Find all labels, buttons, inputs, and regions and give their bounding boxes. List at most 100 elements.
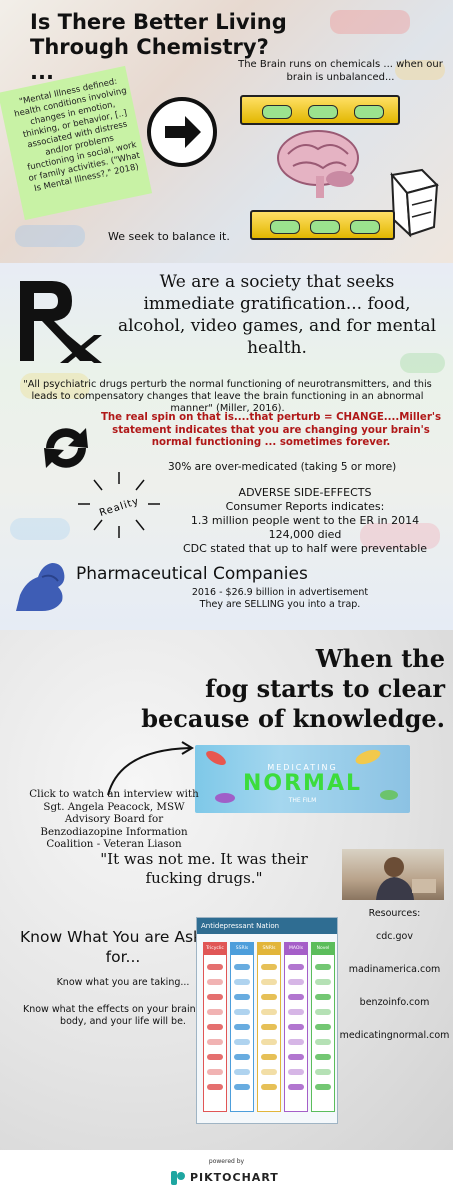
reality-word: Reality	[98, 496, 141, 519]
video-title-top: MEDICATING	[267, 763, 338, 772]
infographic-row-mark	[315, 1069, 331, 1075]
pill-decoration	[10, 518, 70, 540]
infographic-column: MAOIs	[284, 942, 308, 1112]
video-subtitle: THE FILM	[288, 797, 317, 804]
infographic-row-mark	[261, 979, 277, 985]
infographic-row-mark	[261, 1054, 277, 1060]
miller-quote: "All psychiatric drugs perturb the norma…	[23, 379, 432, 414]
pill-decoration	[215, 793, 235, 803]
powered-by-label: powered by	[208, 1158, 245, 1165]
infographic-row-mark	[261, 964, 277, 970]
click-line: Sgt. Angela Peacock, MSW	[43, 800, 185, 813]
infographic-row-mark	[207, 1039, 223, 1045]
infographic-row-mark	[234, 1039, 250, 1045]
resource-link[interactable]: benzoinfo.com	[359, 997, 430, 1008]
antidepressant-infographic: Antidepressant Nation Tricyclic SSRIs SNRI…	[196, 917, 338, 1124]
infographic-row-mark	[315, 1009, 331, 1015]
infographic-class-label: MAOIs	[285, 943, 307, 955]
infographic-row-mark	[288, 1039, 304, 1045]
infographic-row-mark	[315, 979, 331, 985]
section-knowledge: When the fog starts to clear because of …	[0, 630, 453, 1150]
resource-link[interactable]: madinamerica.com	[348, 964, 441, 975]
infographic-row-mark	[234, 1024, 250, 1030]
infographic-row-mark	[288, 1054, 304, 1060]
infographic-column: Novel	[311, 942, 335, 1112]
footer: powered by PIKTOCHART	[0, 1150, 453, 1199]
infographic-row-mark	[261, 994, 277, 1000]
infographic-row-mark	[288, 1069, 304, 1075]
adverse-line: 124,000 died	[268, 528, 342, 541]
infographic-row-mark	[234, 1084, 250, 1090]
infographic-class-label: SSRIs	[231, 943, 253, 955]
infographic-row-mark	[288, 1084, 304, 1090]
infographic-row-mark	[234, 1069, 250, 1075]
fog-line: When the	[315, 644, 445, 673]
spin-statement: The real spin on that is....that perturb…	[100, 412, 442, 448]
infographic-row-mark	[261, 1084, 277, 1090]
pill-decoration	[395, 60, 445, 80]
click-line: Click to watch an interview with	[29, 788, 199, 800]
infographic-row-mark	[261, 1039, 277, 1045]
infographic-row-mark	[288, 964, 304, 970]
overmedicated-stat: 30% are over-medicated (taking 5 or more…	[168, 461, 397, 473]
curved-arrow-icon	[107, 741, 194, 796]
infographic-row-mark	[207, 979, 223, 985]
infographic-row-mark	[234, 979, 250, 985]
section-gratification: We are a society that seeks immediate gr…	[0, 263, 453, 630]
brain-note: The Brain runs on chemicals ... when our…	[238, 59, 443, 83]
pharma-heading: Pharmaceutical Companies	[76, 564, 308, 584]
interview-link-text[interactable]: Click to watch an interview with Sgt. An…	[14, 788, 214, 851]
fog-line: because of knowledge.	[141, 704, 445, 733]
video-thumbnail-link[interactable]: MEDICATING NORMAL THE FILM	[195, 745, 410, 813]
resource-link[interactable]: cdc.gov	[376, 931, 413, 942]
level-tool-bottom	[250, 210, 395, 240]
infographic-row-mark	[207, 1009, 223, 1015]
pill-decoration	[15, 225, 85, 247]
infographic-row-mark	[261, 1069, 277, 1075]
rx-prescription-icon	[20, 281, 102, 363]
fog-line: fog starts to clear	[205, 674, 445, 703]
infographic-row-mark	[288, 1009, 304, 1015]
society-statement: We are a society that seeks immediate gr…	[117, 272, 437, 358]
adverse-line: 1.3 million people went to the ER in 201…	[190, 514, 420, 527]
adverse-line: Consumer Reports indicates:	[225, 500, 385, 513]
infographic-class-label: Novel	[312, 943, 334, 955]
infographic-row-mark	[207, 1024, 223, 1030]
adverse-line: ADVERSE SIDE-EFFECTS	[238, 486, 372, 499]
refresh-arrows-icon	[44, 428, 88, 468]
infographic-column: SSRIs	[230, 942, 254, 1112]
infographic-row-mark	[261, 1024, 277, 1030]
arrow-right-icon	[147, 97, 217, 167]
infographic-row-mark	[315, 1054, 331, 1060]
fog-heading: When the fog starts to clear because of …	[45, 644, 445, 734]
infographic-row-mark	[288, 1024, 304, 1030]
know-line: Know what the effects on your brain, you…	[22, 1004, 224, 1027]
know-heading: Know What You are Asking for...	[20, 928, 226, 966]
resource-link[interactable]: medicatingnormal.com	[339, 1030, 450, 1041]
video-title-main: NORMAL	[243, 771, 362, 796]
level-tool-top	[240, 95, 400, 125]
infographic-row-mark	[315, 964, 331, 970]
piktochart-logo-icon[interactable]	[170, 1170, 186, 1186]
infographic-row-mark	[207, 994, 223, 1000]
pill-decoration	[380, 790, 398, 800]
click-line: Coalition - Veteran Liason	[46, 838, 182, 850]
infographic-title: Antidepressant Nation	[197, 918, 337, 934]
infographic-row-mark	[207, 1054, 223, 1060]
adverse-effects-block: ADVERSE SIDE-EFFECTS Consumer Reports in…	[160, 486, 450, 556]
infographic-row-mark	[315, 1084, 331, 1090]
adverse-line: CDC stated that up to half were preventa…	[182, 542, 428, 555]
flexed-arm-icon	[16, 563, 65, 611]
pill-decoration	[20, 373, 90, 399]
brain-icon	[277, 130, 359, 198]
pill-decoration	[360, 523, 440, 549]
infographic-row-mark	[315, 994, 331, 1000]
infographic-row-mark	[234, 1054, 250, 1060]
infographic-class-label: SNRIs	[258, 943, 280, 955]
infographic-row-mark	[288, 979, 304, 985]
section-chemistry: Is There Better Living Through Chemistry…	[0, 0, 453, 263]
pill-decoration	[330, 10, 410, 34]
click-line: Benzodiazopine Information	[40, 825, 188, 838]
infographic-column: Tricyclic	[203, 942, 227, 1112]
piktochart-brand[interactable]: PIKTOCHART	[190, 1171, 279, 1184]
